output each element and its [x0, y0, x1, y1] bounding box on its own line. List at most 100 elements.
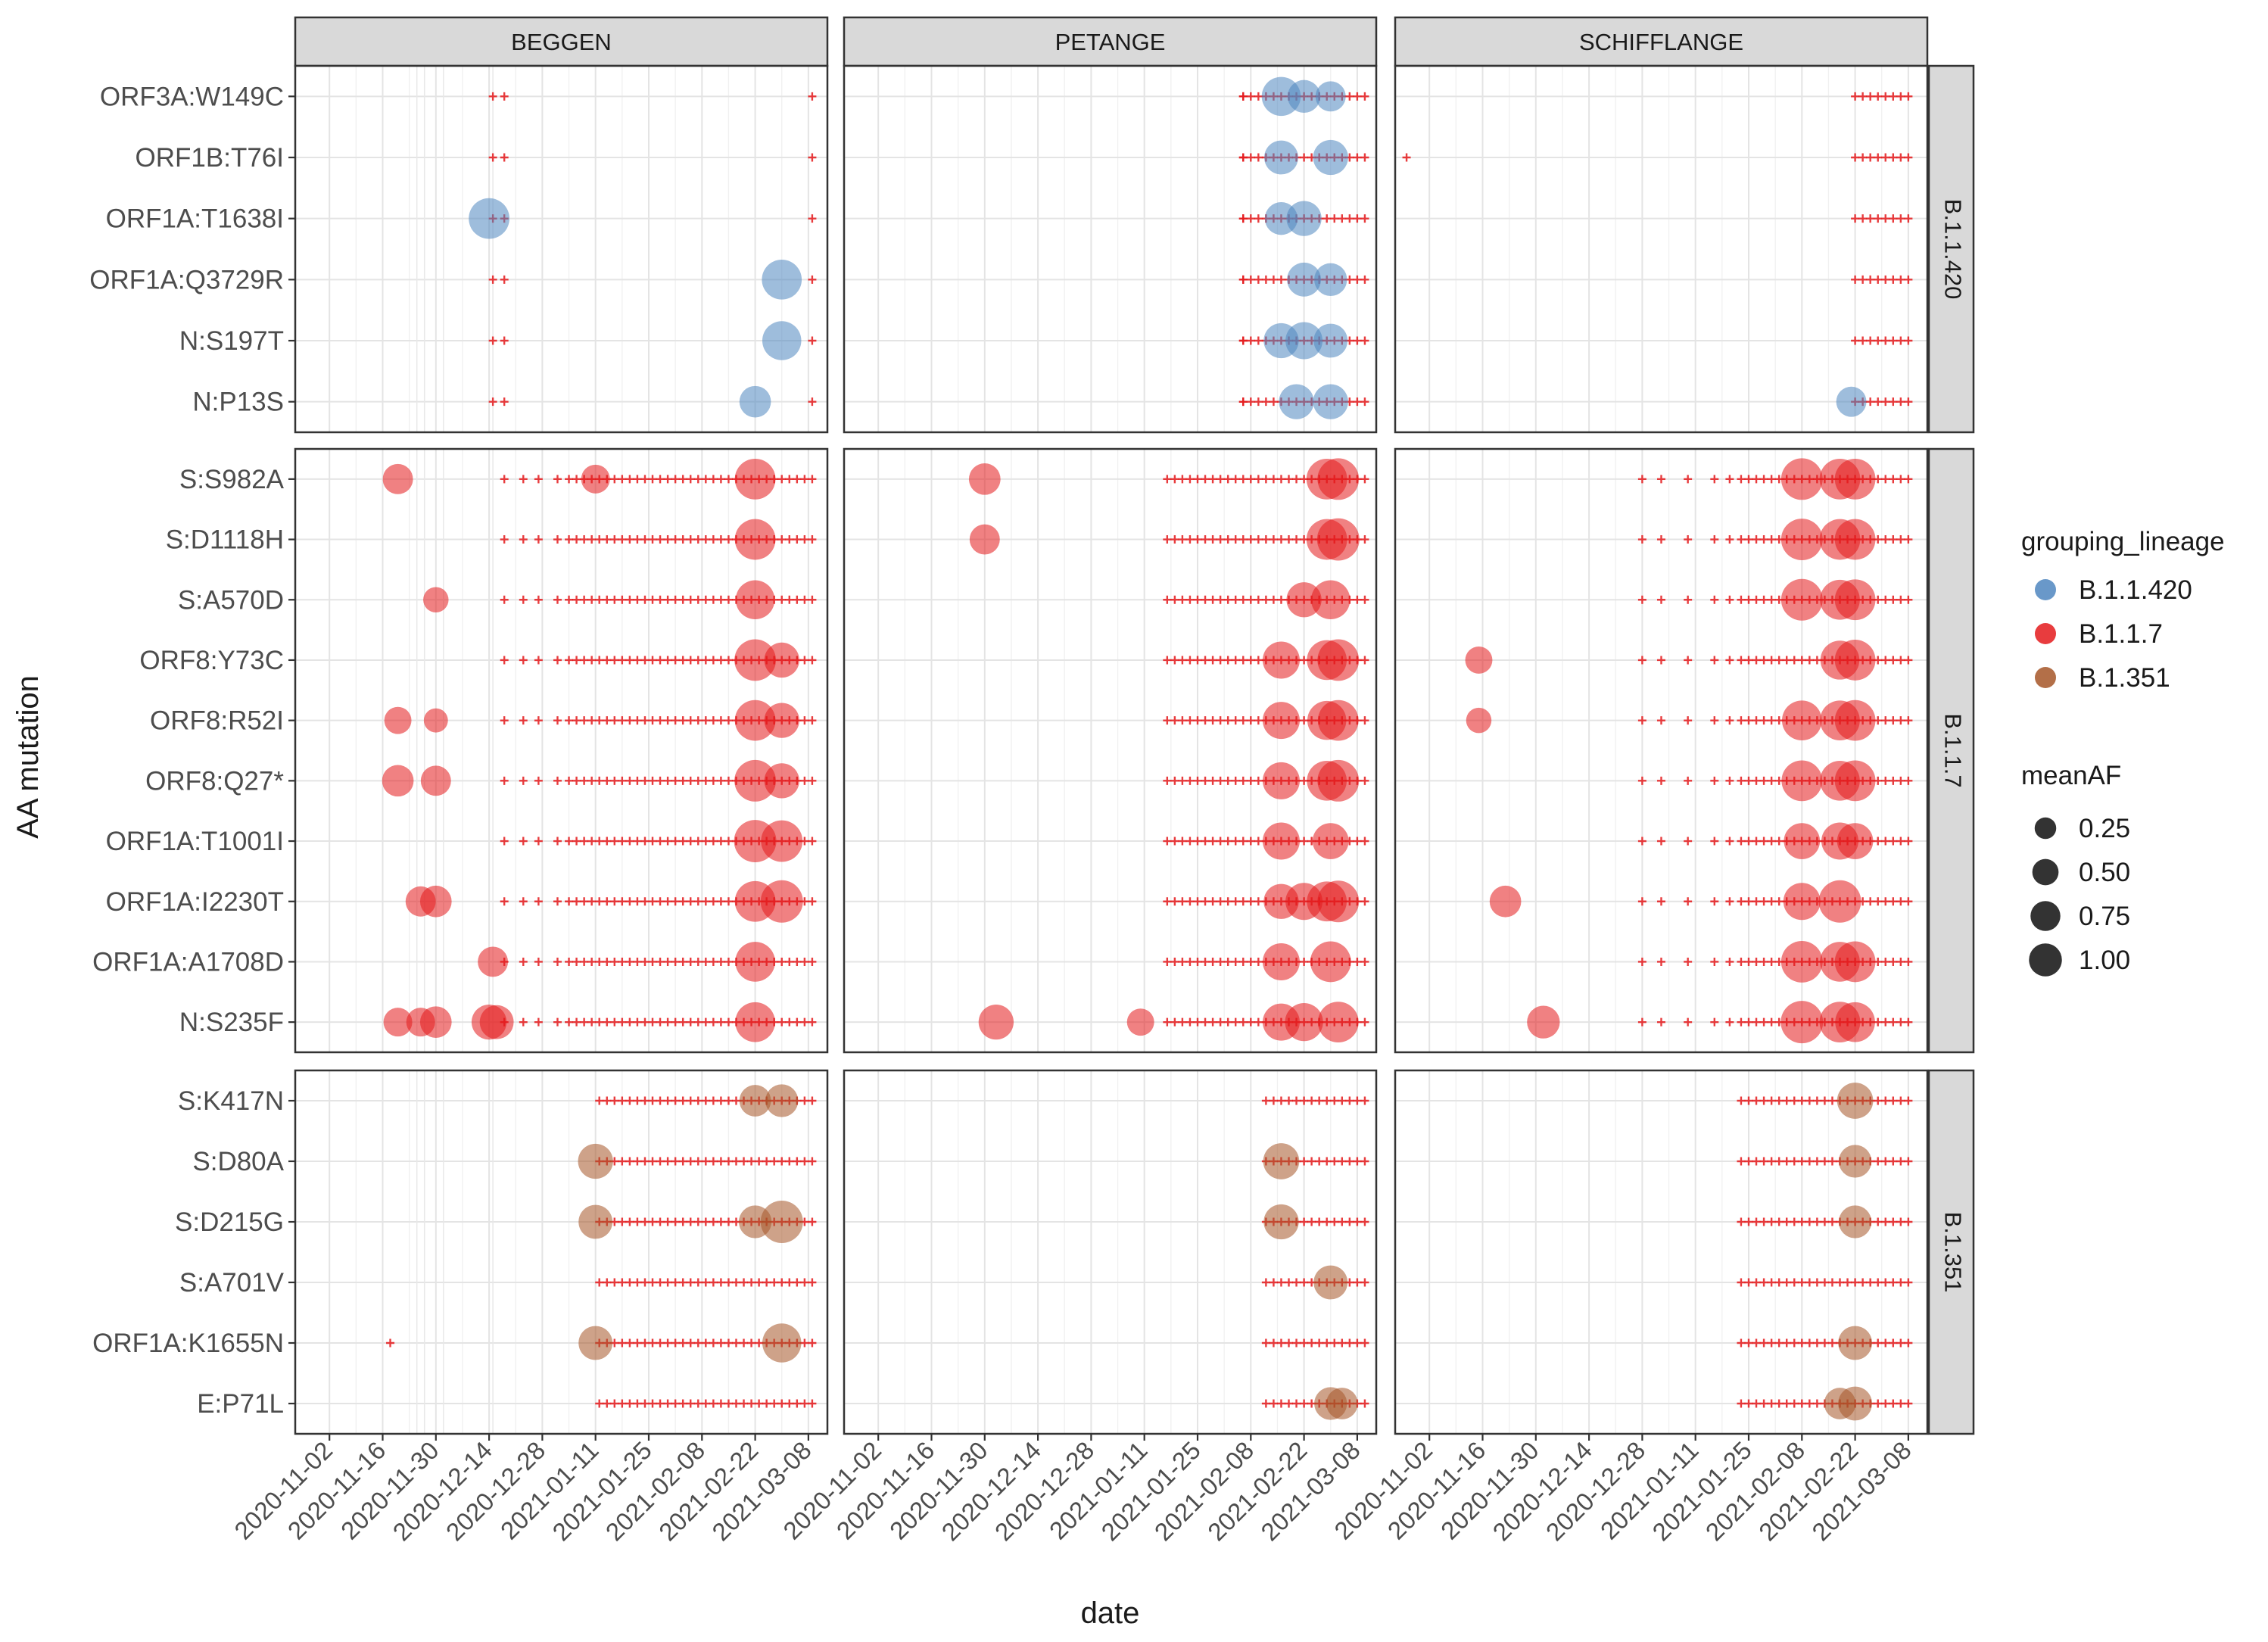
low-af-mark	[808, 595, 817, 604]
low-af-mark	[755, 1278, 764, 1287]
low-af-mark	[1285, 535, 1294, 544]
low-af-mark	[595, 535, 604, 544]
low-af-mark	[678, 535, 687, 544]
low-af-mark	[1782, 1157, 1791, 1166]
low-af-mark	[793, 595, 802, 604]
low-af-mark	[587, 535, 597, 544]
low-af-mark	[1744, 1338, 1753, 1348]
low-af-mark	[1163, 837, 1172, 846]
low-af-mark	[1657, 475, 1665, 484]
low-af-mark	[625, 1338, 634, 1348]
low-af-mark	[1752, 716, 1761, 725]
low-af-mark	[618, 1278, 627, 1287]
low-af-mark	[800, 535, 809, 544]
low-af-mark	[1246, 656, 1255, 665]
low-af-mark	[1904, 716, 1913, 725]
low-af-mark	[1360, 1399, 1369, 1408]
low-af-mark	[686, 897, 695, 906]
low-af-mark	[1345, 1338, 1354, 1348]
low-af-mark	[1759, 535, 1768, 544]
low-af-mark	[1185, 776, 1195, 785]
low-af-mark	[1360, 475, 1369, 484]
low-af-mark	[716, 1096, 725, 1105]
af-point	[764, 703, 799, 738]
af-point	[581, 464, 610, 494]
low-af-mark	[625, 1017, 634, 1027]
low-af-mark	[1904, 535, 1913, 544]
low-af-mark	[724, 897, 733, 906]
low-af-mark	[1163, 475, 1172, 484]
low-af-mark	[1338, 1338, 1347, 1348]
low-af-mark	[1330, 1096, 1339, 1105]
af-point	[382, 765, 414, 797]
low-af-mark	[693, 475, 703, 484]
low-af-mark	[553, 475, 562, 484]
low-af-mark	[488, 336, 497, 345]
low-af-mark	[1360, 92, 1369, 101]
low-af-mark	[800, 1157, 809, 1166]
low-af-mark	[1178, 897, 1187, 906]
af-point	[1312, 823, 1349, 859]
low-af-mark	[785, 1278, 794, 1287]
low-af-mark	[656, 1399, 665, 1408]
af-point	[1489, 885, 1522, 918]
low-af-mark	[1208, 897, 1217, 906]
low-af-mark	[1223, 776, 1232, 785]
y-tick-label: S:A701V	[179, 1268, 285, 1298]
af-point	[968, 463, 1001, 495]
low-af-mark	[1238, 595, 1248, 604]
low-af-mark	[1276, 475, 1285, 484]
low-af-mark	[1790, 1217, 1799, 1226]
panel-petange-B.1.1.420	[844, 66, 1376, 432]
af-point	[1834, 699, 1876, 741]
low-af-mark	[610, 1278, 619, 1287]
low-af-mark	[716, 1278, 725, 1287]
low-af-mark	[580, 656, 589, 665]
low-af-mark	[1896, 336, 1905, 345]
low-af-mark	[1767, 1338, 1776, 1348]
low-af-mark	[686, 957, 695, 966]
low-af-mark	[808, 92, 817, 101]
low-af-mark	[1767, 1399, 1776, 1408]
low-af-mark	[625, 475, 634, 484]
low-af-mark	[648, 475, 657, 484]
af-point	[1262, 641, 1300, 679]
low-af-mark	[1866, 214, 1875, 223]
low-af-mark	[656, 1017, 665, 1027]
low-af-mark	[1201, 837, 1210, 846]
low-af-mark	[1223, 475, 1232, 484]
low-af-mark	[693, 776, 703, 785]
low-af-mark	[610, 837, 619, 846]
af-point	[469, 198, 509, 239]
low-af-mark	[1767, 1017, 1776, 1027]
low-af-mark	[595, 837, 604, 846]
low-af-mark	[1881, 837, 1890, 846]
low-af-mark	[1889, 776, 1898, 785]
low-af-mark	[1353, 1278, 1362, 1287]
low-af-mark	[1231, 1017, 1240, 1027]
low-af-mark	[1752, 1399, 1761, 1408]
low-af-mark	[678, 595, 687, 604]
low-af-mark	[663, 1217, 672, 1226]
low-af-mark	[534, 716, 543, 725]
low-af-mark	[1300, 1157, 1309, 1166]
low-af-mark	[1896, 535, 1905, 544]
af-point	[1313, 139, 1348, 176]
low-af-mark	[1752, 1278, 1761, 1287]
site-strip-petange	[843, 16, 1378, 67]
low-af-mark	[701, 656, 710, 665]
low-af-mark	[663, 475, 672, 484]
low-af-mark	[1896, 214, 1905, 223]
low-af-mark	[1345, 1157, 1354, 1166]
y-tick-label: ORF8:R52I	[150, 706, 284, 736]
low-af-mark	[1896, 957, 1905, 966]
low-af-mark	[1904, 656, 1913, 665]
low-af-mark	[1774, 897, 1784, 906]
low-af-mark	[1851, 214, 1860, 223]
low-af-mark	[1353, 336, 1362, 345]
low-af-mark	[1300, 957, 1309, 966]
low-af-mark	[1246, 214, 1255, 223]
y-tick-label: S:D215G	[175, 1207, 284, 1237]
